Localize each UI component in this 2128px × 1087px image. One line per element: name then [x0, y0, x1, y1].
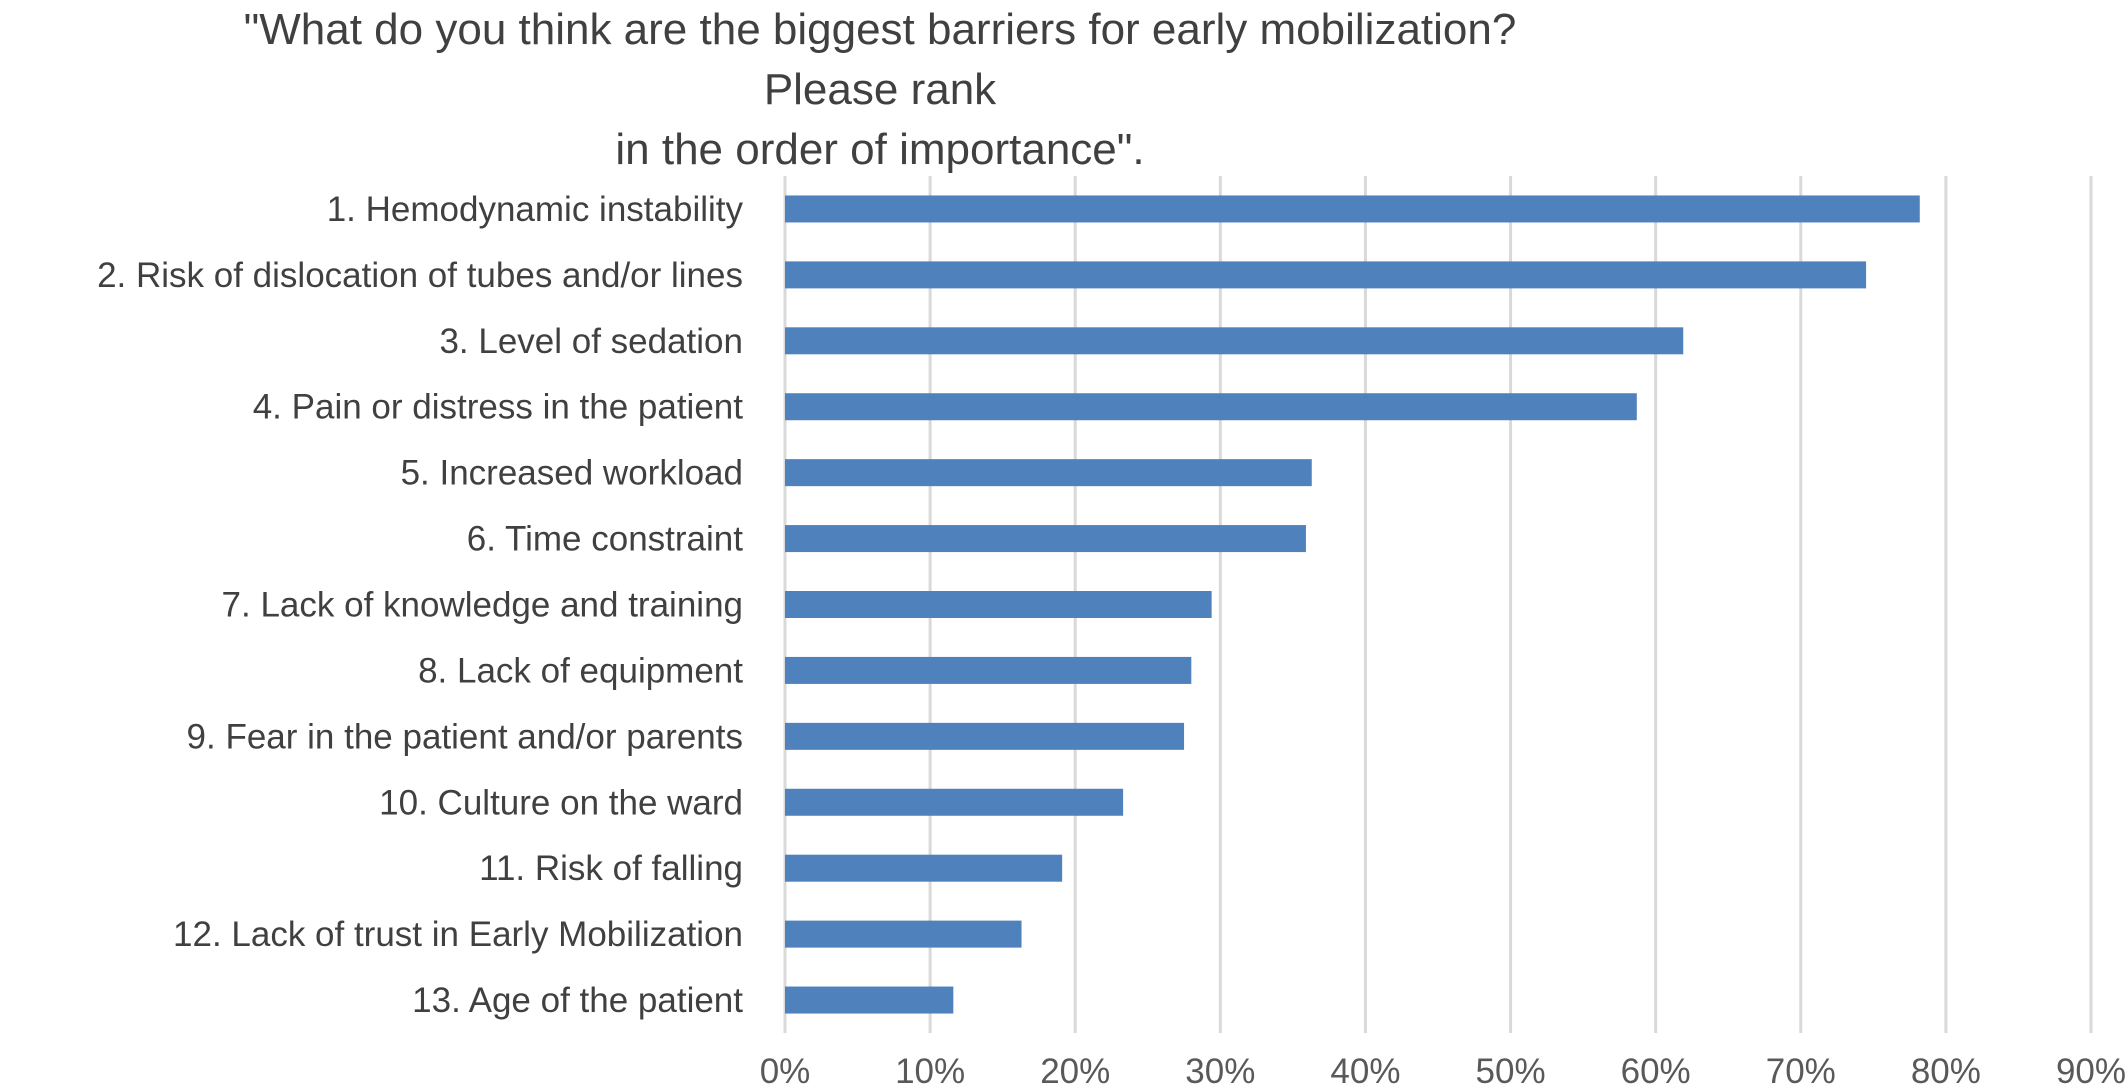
category-label: 10. Culture on the ward — [379, 783, 743, 822]
x-tick-label: 10% — [895, 1052, 965, 1087]
x-tick-label: 70% — [1766, 1052, 1836, 1087]
x-tick-label: 60% — [1621, 1052, 1691, 1087]
category-label: 12. Lack of trust in Early Mobilization — [173, 915, 743, 954]
category-labels: 1. Hemodynamic instability 2. Risk of dis… — [97, 190, 743, 1020]
x-tick-label: 50% — [1476, 1052, 1546, 1087]
category-label: 5. Increased workload — [401, 454, 743, 493]
bar — [785, 920, 1022, 948]
x-tick-label: 80% — [1911, 1052, 1981, 1087]
x-tick-label: 30% — [1185, 1052, 1255, 1087]
bar — [785, 986, 954, 1014]
category-label: 11. Risk of falling — [479, 849, 743, 888]
bar — [785, 261, 1867, 289]
category-label: 8. Lack of equipment — [418, 651, 743, 690]
x-tick-label: 90% — [2056, 1052, 2126, 1087]
bar — [785, 591, 1212, 618]
bar — [785, 393, 1637, 421]
x-tick-label: 20% — [1040, 1052, 1110, 1087]
x-tick-label: 40% — [1330, 1052, 1400, 1087]
bar — [785, 656, 1192, 684]
bars — [785, 195, 1920, 1014]
category-label: 13. Age of the patient — [412, 981, 743, 1020]
x-tick-label: 0% — [760, 1052, 811, 1087]
bar — [785, 788, 1124, 816]
bar — [785, 195, 1920, 223]
bar — [785, 459, 1312, 487]
category-label: 1. Hemodynamic instability — [327, 190, 744, 229]
category-label: 6. Time constraint — [467, 520, 743, 559]
chart-title-line-2: in the order of importance". — [615, 125, 1145, 174]
chart-title-line-1: "What do you think are the biggest barri… — [243, 5, 1517, 114]
x-tick-labels: 0% 10% 20% 30% 40% 50% 60% 70% 80% 90% — [760, 1052, 2126, 1087]
category-label: 9. Fear in the patient and/or parents — [187, 717, 743, 756]
category-label: 2. Risk of dislocation of tubes and/or l… — [97, 256, 743, 295]
chart-title: "What do you think are the biggest barri… — [200, 0, 1560, 180]
category-label: 4. Pain or distress in the patient — [253, 388, 744, 427]
bar — [785, 525, 1306, 553]
bar — [785, 722, 1185, 750]
bar — [785, 327, 1684, 355]
category-label: 7. Lack of knowledge and training — [222, 586, 743, 625]
category-label: 3. Level of sedation — [439, 322, 743, 361]
bar — [785, 854, 1063, 882]
gridlines — [783, 176, 2093, 1033]
